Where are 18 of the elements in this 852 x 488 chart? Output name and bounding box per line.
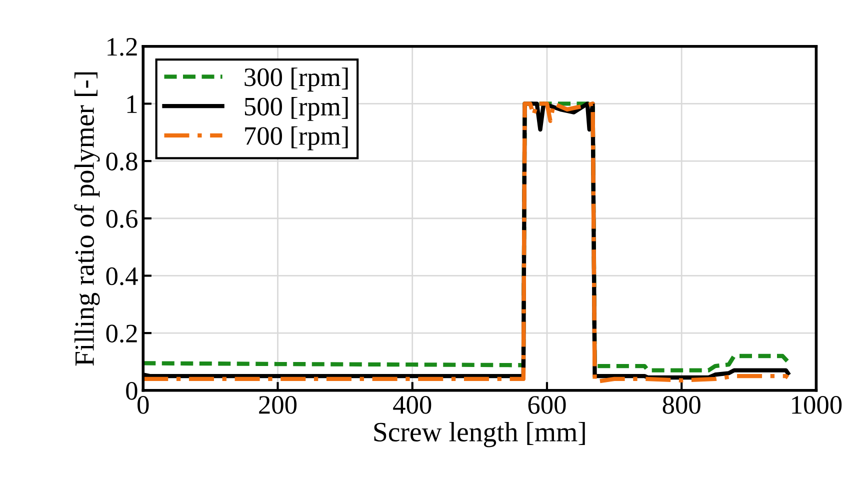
y-tick-label: 0.8 <box>106 152 138 171</box>
x-axis-title: Screw length [mm] <box>374 422 585 448</box>
legend-label: 500 [rpm] <box>244 97 348 121</box>
x-tick-label: 600 <box>528 396 566 414</box>
legend-label: 700 [rpm] <box>245 126 348 150</box>
y-tick-label: 1 <box>127 95 137 113</box>
x-tick-label: 1000 <box>792 396 842 414</box>
y-axis-title: Filling ratio of polymer [-] <box>74 72 100 366</box>
x-tick-label: 400 <box>393 396 432 414</box>
y-tick-label: 0.4 <box>106 267 138 286</box>
x-tick-label: 0 <box>138 396 149 414</box>
y-tick-label: 1.2 <box>108 38 137 56</box>
y-tick-label: 0.6 <box>106 210 138 228</box>
legend-label: 300 [rpm] <box>244 68 348 92</box>
x-tick-label: 200 <box>259 396 297 414</box>
y-tick-label: 0.2 <box>106 324 137 343</box>
x-tick-label: 800 <box>662 396 700 414</box>
y-tick-label: 0 <box>126 382 138 400</box>
